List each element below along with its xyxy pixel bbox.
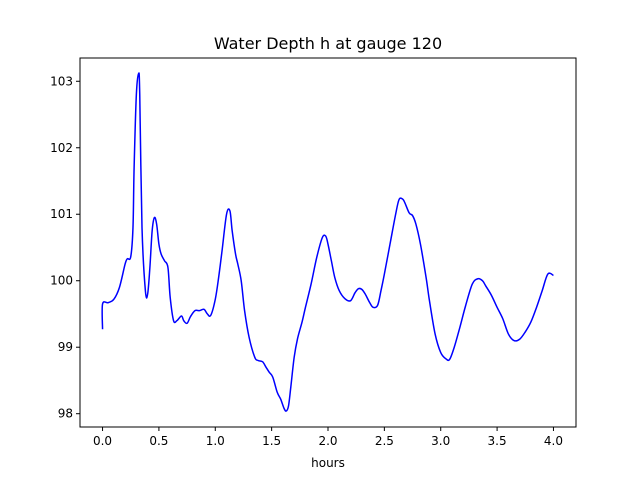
x-tick-label: 0.0: [93, 434, 112, 448]
x-axis-label: hours: [311, 456, 345, 470]
x-tick-label: 3.5: [488, 434, 507, 448]
y-tick-label: 102: [50, 141, 73, 155]
y-tick-label: 98: [58, 407, 73, 421]
y-tick-label: 99: [58, 340, 73, 354]
x-axis: 0.0 0.5 1.0 1.5 2.0 2.5 3.0 3.5 4.0: [93, 427, 563, 448]
series-line: [101, 72, 554, 412]
y-tick-label: 101: [50, 207, 73, 221]
y-tick-label: 103: [50, 74, 73, 88]
x-tick-label: 4.0: [544, 434, 563, 448]
chart-title: Water Depth h at gauge 120: [214, 34, 442, 53]
x-tick-label: 2.5: [375, 434, 394, 448]
x-tick-label: 1.0: [206, 434, 225, 448]
x-tick-label: 0.5: [149, 434, 168, 448]
x-tick-label: 2.0: [318, 434, 337, 448]
y-tick-label: 100: [50, 274, 73, 288]
y-axis: 98 99 100 101 102 103: [50, 74, 80, 421]
x-tick-label: 3.0: [431, 434, 450, 448]
x-tick-label: 1.5: [262, 434, 281, 448]
